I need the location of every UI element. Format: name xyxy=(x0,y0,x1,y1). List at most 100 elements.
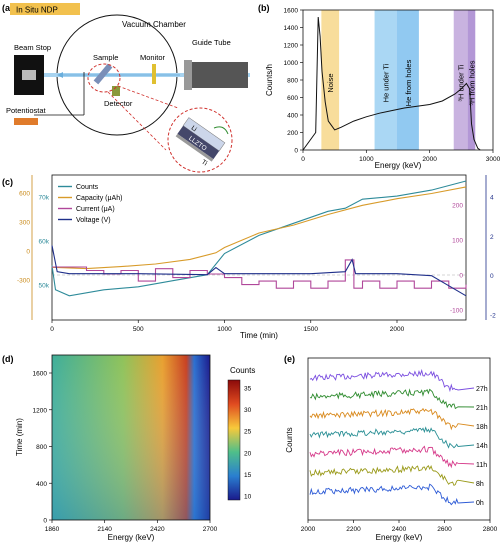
panel-c-legend: Counts Capacity (μAh) Current (μA) Voltage … xyxy=(58,184,122,224)
potentiostat-label: Potentiostat xyxy=(6,106,47,115)
panel-b-ytick-3: 600 xyxy=(287,95,298,102)
colorbar xyxy=(227,379,241,501)
panel-b-xlabel: Energy (keV) xyxy=(375,161,422,170)
panel-b-band-2 xyxy=(396,10,419,150)
detector-block xyxy=(112,86,120,96)
panel-b-xtick-2: 2000 xyxy=(422,156,437,163)
cell-stack: Li LLZTO Ti xyxy=(175,117,226,168)
panel-d-letter: (d) xyxy=(2,354,14,364)
panel-b: (b) Noise He under Ti He from holes ³H unde… xyxy=(258,3,501,170)
panel-e-series-line-2 xyxy=(309,407,475,431)
panel-d-ticks: 1860 2140 2420 2700 0 400 800 1200 1600 xyxy=(33,371,218,534)
cell-llzto-layer xyxy=(177,125,220,160)
panel-c-legend-label-2: Current (μA) xyxy=(76,206,115,213)
colorbar-tick-3: 20 xyxy=(244,450,252,457)
panel-c-series-line-1 xyxy=(51,186,467,270)
panel-e-series-label-2: 18h xyxy=(476,424,488,431)
cell-ti-label: Ti xyxy=(200,159,208,168)
zoom-line-2 xyxy=(107,91,167,151)
panel-c-left-inner-tick-1: 60k xyxy=(39,239,50,246)
panel-c-xtick-2: 1000 xyxy=(217,326,232,333)
panel-c-letter: (c) xyxy=(2,177,13,187)
potentiostat-block xyxy=(14,118,38,125)
in-situ-badge xyxy=(10,3,80,15)
sample-holder xyxy=(93,63,113,85)
panel-b-band-label-1: He under Ti xyxy=(382,63,391,102)
heatmap-shade xyxy=(52,355,210,520)
panel-b-ylabel: Counts/h xyxy=(265,64,274,96)
panel-b-ytick-1: 200 xyxy=(287,130,298,137)
guide-tube-flange xyxy=(184,60,192,90)
panel-b-spectrum-line xyxy=(302,16,481,151)
panel-e-frame xyxy=(307,357,491,521)
panel-e-series-label-6: 0h xyxy=(476,500,484,507)
colorbar-tick-0: 35 xyxy=(244,386,252,393)
badge-label: In Situ NDP xyxy=(16,6,58,15)
panel-d-ytick-0: 0 xyxy=(43,518,47,525)
heatmap-frame xyxy=(51,354,211,521)
panel-b-band-label-2: He from holes xyxy=(404,59,413,106)
panel-c-right-inner-tick-3: -100 xyxy=(450,308,463,315)
panel-c-series xyxy=(51,180,467,297)
panel-b-band-label-4: ³H from holes xyxy=(467,60,476,105)
panel-c-left-inner-tick-0: 70k xyxy=(39,195,50,202)
panel-c-left-inner-tick-2: 50k xyxy=(39,283,50,290)
panel-c-ticks: 0 500 1000 1500 20006003000-30070k60k50k2001… xyxy=(17,175,496,333)
panel-e-ylabel: Counts xyxy=(285,427,294,452)
panel-e-series-line-6 xyxy=(309,483,475,506)
panel-b-band-3 xyxy=(453,10,468,150)
panel-b-band-0 xyxy=(321,10,340,150)
panel-b-ytick-0: 0 xyxy=(294,148,298,155)
panel-b-xtick-1: 1000 xyxy=(359,156,374,163)
panel-e-series: 27h 21h 18h 14h 11h 8h 0h xyxy=(309,368,488,507)
panel-c-right-outer-tick-1: 2 xyxy=(490,234,494,241)
panel-d-ytick-2: 800 xyxy=(36,444,47,451)
panel-c-left-outer-tick-2: 0 xyxy=(26,249,30,256)
panel-e: (e) 27h 21h 18h 14h 11h 8h 0h 2000 2200 2400 2600… xyxy=(284,354,498,542)
colorbar-tick-1: 30 xyxy=(244,407,252,414)
panel-c-right-inner-tick-0: 200 xyxy=(452,203,463,210)
colorbar-tick-2: 25 xyxy=(244,429,252,436)
guide-tube-label: Guide Tube xyxy=(192,38,231,47)
panel-c-series-line-0 xyxy=(51,180,467,297)
panel-d-xtick-1: 2140 xyxy=(97,526,112,533)
panel-e-xtick-1: 2200 xyxy=(346,526,361,533)
panel-d-ytick-3: 1200 xyxy=(33,407,48,414)
panel-b-ytick-8: 1600 xyxy=(284,8,299,15)
panel-c-right-inner-tick-1: 100 xyxy=(452,238,463,245)
panel-c-series-line-3 xyxy=(51,245,467,297)
beam-stop-window xyxy=(22,70,36,80)
panel-b-ticks: 0 1000 2000 3000 0 200 400 600 800 1000 1200 1400 16… xyxy=(284,8,501,164)
panel-d-ylabel: Time (min) xyxy=(15,418,24,456)
panel-c-legend-label-3: Voltage (V) xyxy=(76,217,111,224)
panel-c-legend-label-0: Counts xyxy=(76,184,99,191)
zoom-line-1 xyxy=(117,85,179,109)
panel-d-xlabel: Energy (keV) xyxy=(108,533,155,542)
panel-b-band-4 xyxy=(467,10,476,150)
panel-e-ticks: 2000 2200 2400 2600 2800 xyxy=(301,520,498,533)
sample-label: Sample xyxy=(93,53,118,62)
monitor-label: Monitor xyxy=(140,53,166,62)
panel-e-series-line-0 xyxy=(309,368,475,393)
panel-e-xtick-2: 2400 xyxy=(392,526,407,533)
panel-e-series-line-4 xyxy=(309,445,475,469)
panel-b-band-label-3: ³H under Ti xyxy=(457,64,466,101)
cell-wire-arrow xyxy=(213,126,229,135)
panel-e-series-line-3 xyxy=(309,426,475,449)
panel-b-bands: Noise He under Ti He from holes ³H under Ti… xyxy=(321,10,476,150)
panel-e-xlabel: Energy (keV) xyxy=(376,533,423,542)
panel-e-xtick-3: 2600 xyxy=(437,526,452,533)
zoom-source-circle xyxy=(87,63,121,93)
panel-c-left-outer-tick-1: 300 xyxy=(19,220,30,227)
panel-b-ytick-7: 1400 xyxy=(284,25,299,32)
colorbar-tick-4: 15 xyxy=(244,472,252,479)
panel-e-series-label-3: 14h xyxy=(476,443,488,450)
panel-b-letter: (b) xyxy=(258,3,270,13)
colorbar-title: Counts xyxy=(230,366,255,375)
panel-c-xtick-3: 1500 xyxy=(304,326,319,333)
cell-ti-layer xyxy=(175,133,214,162)
panel-c-right-outer-tick-2: 0 xyxy=(490,273,494,280)
panel-c-right-outer-tick-0: 4 xyxy=(490,195,494,202)
panel-c-xtick-4: 2000 xyxy=(390,326,405,333)
